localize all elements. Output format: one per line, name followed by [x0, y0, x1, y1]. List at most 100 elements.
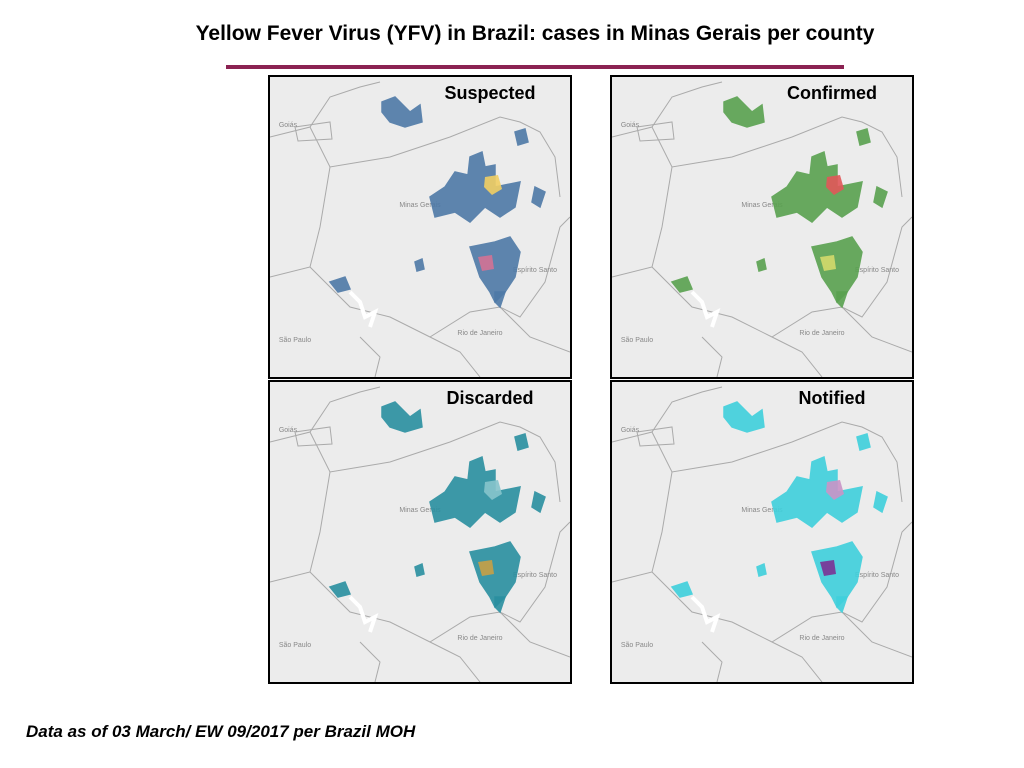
river [690, 290, 721, 328]
county-highlight [820, 560, 836, 576]
river [690, 595, 721, 633]
place-label: Espírito Santo [513, 572, 557, 579]
state-border [612, 386, 723, 443]
state-border [636, 121, 675, 142]
panel-label: Confirmed [787, 83, 877, 103]
county-region [494, 291, 507, 309]
place-label: Rio de Janeiro [457, 635, 502, 642]
county-region [381, 96, 423, 128]
county-region [873, 490, 888, 514]
river [348, 290, 379, 328]
county-region [494, 596, 507, 614]
county-region [856, 433, 871, 451]
state-border [651, 421, 903, 503]
state-border [771, 521, 912, 643]
state-border [612, 166, 673, 278]
place-label: Goiás [279, 122, 298, 129]
state-border [499, 306, 570, 353]
map-panel: Minas Gerais Espírito Santo Rio de Janeiro… [268, 380, 572, 684]
state-border [294, 121, 333, 142]
county-region [873, 185, 888, 209]
river [348, 595, 379, 633]
state-border [701, 641, 723, 682]
place-label: Rio de Janeiro [799, 635, 844, 642]
slide-title: Yellow Fever Virus (YFV) in Brazil: case… [195, 22, 875, 45]
title-rule [226, 65, 844, 69]
state-border [771, 216, 912, 338]
place-label: Minas Gerais [741, 507, 783, 514]
county-region [771, 455, 863, 528]
county-region [328, 276, 352, 293]
county-highlight [826, 175, 844, 195]
county-region [771, 150, 863, 223]
place-label: São Paulo [621, 642, 653, 649]
state-border [612, 81, 723, 138]
county-region [531, 185, 546, 209]
county-region [414, 257, 425, 272]
county-highlight [826, 480, 844, 500]
county-region [670, 581, 694, 598]
state-border [309, 266, 481, 377]
state-border [309, 116, 561, 198]
place-label: Goiás [621, 122, 640, 129]
state-border [612, 471, 673, 583]
county-region [429, 455, 521, 528]
county-highlight [820, 255, 836, 271]
state-border [309, 421, 561, 503]
county-region [723, 96, 765, 128]
panel-label: Suspected [444, 83, 535, 103]
county-region [836, 291, 849, 309]
county-region [836, 596, 849, 614]
place-label: Minas Gerais [741, 202, 783, 209]
county-region [514, 128, 529, 146]
map-panel: Minas Gerais Espírito Santo Rio de Janeiro… [610, 380, 914, 684]
state-border [841, 306, 912, 353]
county-region [723, 401, 765, 433]
state-border [359, 336, 381, 377]
state-border [499, 611, 570, 658]
state-border [294, 426, 333, 447]
footnote: Data as of 03 March/ EW 09/2017 per Braz… [26, 722, 416, 741]
county-highlight [478, 255, 494, 271]
place-label: Rio de Janeiro [799, 330, 844, 337]
county-region [756, 562, 767, 577]
place-label: São Paulo [279, 337, 311, 344]
state-border [270, 471, 331, 583]
panel-label: Discarded [446, 388, 533, 408]
place-label: São Paulo [279, 642, 311, 649]
place-label: Goiás [621, 427, 640, 434]
map-panel: Minas Gerais Espírito Santo Rio de Janeiro… [268, 75, 572, 379]
place-label: Espírito Santo [855, 267, 899, 274]
county-region [756, 257, 767, 272]
county-region [514, 433, 529, 451]
state-border [651, 116, 903, 198]
county-region [856, 128, 871, 146]
panel-label: Notified [799, 388, 866, 408]
place-label: Espírito Santo [513, 267, 557, 274]
county-region [414, 562, 425, 577]
place-label: Minas Gerais [399, 202, 441, 209]
place-label: São Paulo [621, 337, 653, 344]
state-border [651, 571, 823, 682]
state-border [429, 521, 570, 643]
place-label: Rio de Janeiro [457, 330, 502, 337]
county-highlight [484, 175, 502, 195]
state-border [636, 426, 675, 447]
state-border [270, 166, 331, 278]
county-region [381, 401, 423, 433]
county-region [531, 490, 546, 514]
county-highlight [484, 480, 502, 500]
state-border [359, 641, 381, 682]
state-border [270, 81, 381, 138]
county-region [328, 581, 352, 598]
state-border [429, 216, 570, 338]
county-highlight [478, 560, 494, 576]
state-border [651, 266, 823, 377]
state-border [701, 336, 723, 377]
place-label: Goiás [279, 427, 298, 434]
place-label: Espírito Santo [855, 572, 899, 579]
county-region [429, 150, 521, 223]
state-border [309, 571, 481, 682]
map-panel: Minas Gerais Espírito Santo Rio de Janeiro… [610, 75, 914, 379]
